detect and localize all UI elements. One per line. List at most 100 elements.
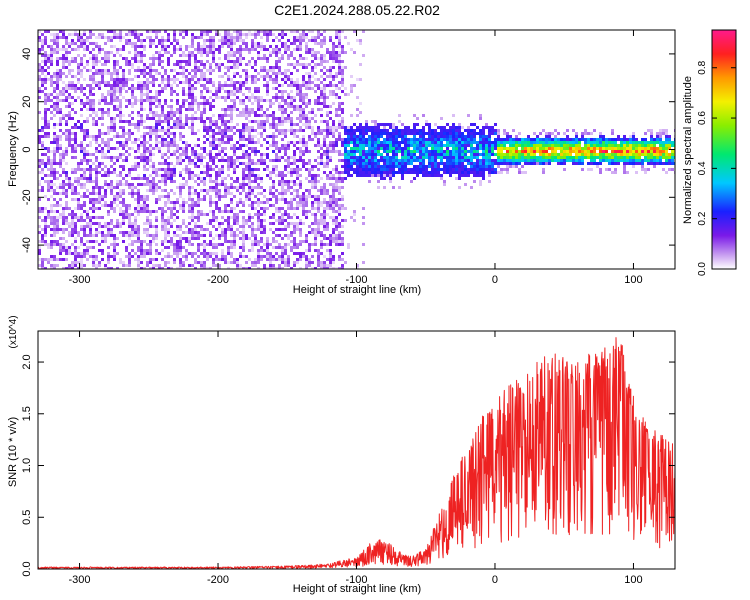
spectrogram-cell xyxy=(179,249,182,252)
spectrogram-cell xyxy=(77,78,80,81)
spectrogram-cell xyxy=(314,222,317,225)
spectrogram-cell xyxy=(170,267,173,269)
spectrogram-cell xyxy=(335,216,338,219)
spectrogram-cell xyxy=(410,132,413,135)
spectrogram-cell xyxy=(206,174,209,177)
spectrogram-cell xyxy=(218,168,221,171)
spectrogram-cell xyxy=(218,150,221,153)
spectrogram-cell xyxy=(95,159,98,162)
spectrogram-cell xyxy=(92,48,95,51)
spectrogram-cell xyxy=(338,237,341,240)
spectrogram-cell xyxy=(155,45,158,48)
spectrogram-cell xyxy=(59,186,62,189)
spectrogram-cell xyxy=(113,105,116,108)
spectrogram-cell xyxy=(80,90,83,93)
spectrogram-cell xyxy=(137,183,140,186)
spectrogram-cell xyxy=(149,126,152,129)
spectrogram-cell xyxy=(140,99,143,102)
spectrogram-cell xyxy=(332,93,335,96)
spectrogram-cell xyxy=(68,180,71,183)
spectrogram-cell xyxy=(131,234,134,237)
spectrogram-cell xyxy=(122,201,125,204)
spectrogram-cell xyxy=(248,156,251,159)
spectrogram-cell xyxy=(110,78,113,81)
spectrogram-cell xyxy=(188,231,191,234)
spectrogram-cell xyxy=(386,123,389,126)
spectrogram-cell xyxy=(248,213,251,216)
spectrogram-cell xyxy=(44,258,47,261)
spectrogram-cell xyxy=(119,189,122,192)
spectrogram-cell xyxy=(230,186,233,189)
spectrogram-cell xyxy=(380,123,383,126)
spectrogram-cell xyxy=(329,57,332,60)
spectrogram-cell xyxy=(140,255,143,258)
spectrogram-cell xyxy=(146,159,149,162)
spectrogram-cell xyxy=(173,120,176,123)
spectrogram-cell xyxy=(44,126,47,129)
spectrogram-cell xyxy=(65,219,68,222)
spectrogram-cell xyxy=(104,171,107,174)
spectrogram-cell xyxy=(242,225,245,228)
spectrogram-cell xyxy=(335,36,338,39)
spectrogram-cell xyxy=(185,48,188,51)
spectrogram-cell xyxy=(47,96,50,99)
spectrogram-cell xyxy=(92,198,95,201)
spectrogram-cell xyxy=(332,222,335,225)
spectrogram-cell xyxy=(224,126,227,129)
spectrogram-cell xyxy=(338,243,341,246)
spectrogram-cell xyxy=(260,162,263,165)
spectrogram-cell xyxy=(149,156,152,159)
spectrogram-cell xyxy=(362,156,365,159)
spectrogram-cell xyxy=(143,132,146,135)
spectrogram-cell xyxy=(119,126,122,129)
spectrogram-cell xyxy=(275,75,278,78)
spectrogram-cell xyxy=(233,222,236,225)
spectrogram-cell xyxy=(239,231,242,234)
spectrogram-cell xyxy=(146,66,149,69)
spectrogram-cell xyxy=(371,144,374,147)
spectrogram-cell xyxy=(221,255,224,258)
spectrogram-cell xyxy=(74,198,77,201)
spectrogram-cell xyxy=(92,81,95,84)
spectrogram-cell xyxy=(287,261,290,264)
spectrogram-cell xyxy=(161,108,164,111)
spectrogram-cell xyxy=(200,36,203,39)
spectrogram-cell xyxy=(47,198,50,201)
spectrogram-cell xyxy=(419,135,422,138)
spectrogram-cell xyxy=(242,222,245,225)
spectrogram-cell xyxy=(281,183,284,186)
spectrogram-cell xyxy=(347,42,350,45)
spectrogram-cell xyxy=(209,135,212,138)
spectrogram-cell xyxy=(302,135,305,138)
spectrogram-cell xyxy=(101,99,104,102)
spectrogram-cell xyxy=(326,201,329,204)
spectrogram-cell xyxy=(200,234,203,237)
spectrogram-cell xyxy=(251,180,254,183)
spectrogram-cell xyxy=(317,156,320,159)
spectrogram-cell xyxy=(266,255,269,258)
spectrogram-cell xyxy=(101,33,104,36)
spectrogram-cell xyxy=(407,129,410,132)
spectrogram-cell xyxy=(380,177,383,180)
spectrogram-cell xyxy=(50,168,53,171)
spectrogram-cell xyxy=(332,192,335,195)
spectrogram-cell xyxy=(284,180,287,183)
spectrogram-cell xyxy=(209,51,212,54)
spectrogram-cell xyxy=(422,132,425,135)
spectrogram-cell xyxy=(386,171,389,174)
spectrogram-cell xyxy=(284,228,287,231)
spectrogram-cell xyxy=(149,180,152,183)
spectrogram-cell xyxy=(38,180,41,183)
spectrogram-cell xyxy=(167,201,170,204)
spectrogram-cell xyxy=(377,168,380,171)
spectrogram-cell xyxy=(272,150,275,153)
spectrogram-cell xyxy=(224,240,227,243)
spectrogram-cell xyxy=(92,93,95,96)
spectrogram-cell xyxy=(191,150,194,153)
spectrogram-cell xyxy=(116,78,119,81)
spectrogram-cell xyxy=(362,159,365,162)
spectrogram-cell xyxy=(308,159,311,162)
spectrogram-cell xyxy=(269,135,272,138)
spectrogram-cell xyxy=(137,129,140,132)
spectrogram-cell xyxy=(236,213,239,216)
